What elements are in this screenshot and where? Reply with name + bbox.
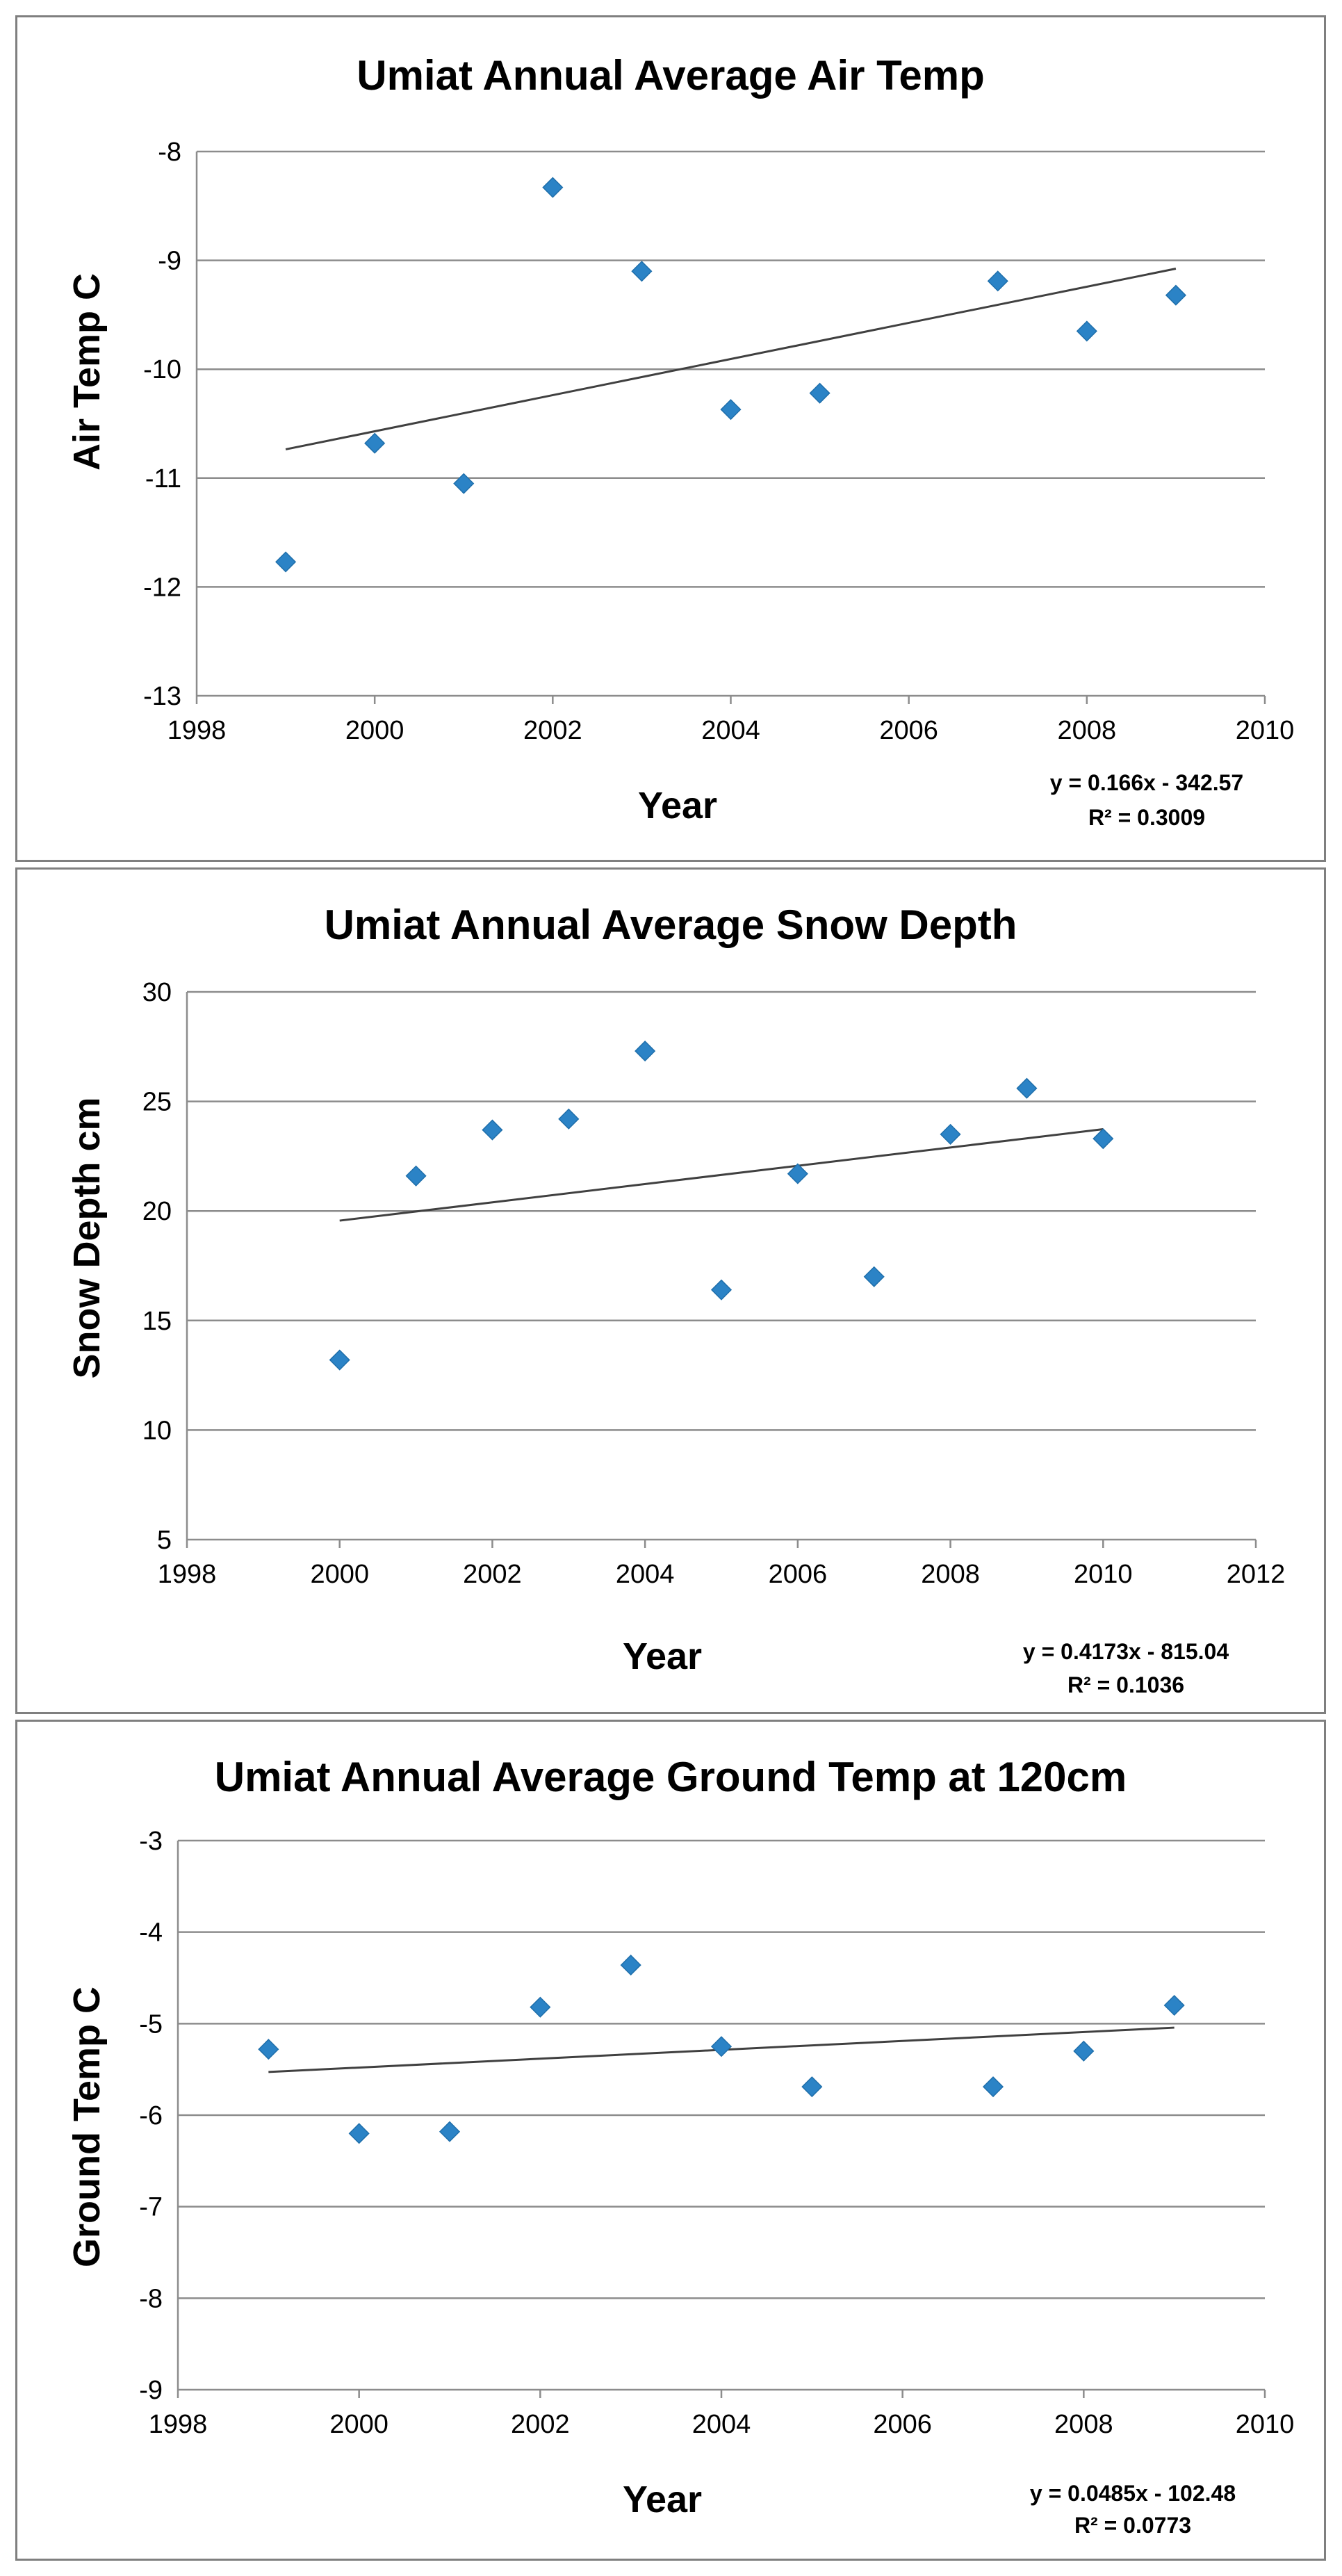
snow-depth-chart: Umiat Annual Average Snow Depth 30 25 20 15… <box>66 902 1286 1697</box>
y-tick-label: -9 <box>158 247 181 276</box>
data-point <box>1016 1077 1038 1099</box>
data-point <box>863 1266 885 1287</box>
data-point <box>348 2123 370 2144</box>
x-axis-label: Year <box>623 1636 702 1677</box>
data-point <box>530 1996 551 2018</box>
data-point <box>364 432 386 454</box>
x-tick-label: 2004 <box>692 2410 751 2439</box>
r-squared-label: R² = 0.3009 <box>1088 805 1205 830</box>
data-point <box>275 551 297 573</box>
y-tick-label: -12 <box>143 573 181 602</box>
trendline-equation: y = 0.4173x - 815.04 <box>1023 1639 1229 1664</box>
y-tick-label: -4 <box>139 1918 163 1948</box>
x-tick-label: 2004 <box>701 716 760 745</box>
data-point <box>809 382 830 404</box>
y-tick-label: -13 <box>143 682 181 711</box>
data-point <box>720 399 742 421</box>
data-point <box>710 1279 733 1301</box>
chart-title: Umiat Annual Average Ground Temp at 120c… <box>215 1754 1127 1800</box>
data-point <box>1163 1994 1185 2016</box>
data-point <box>482 1119 503 1141</box>
x-tick-label: 2012 <box>1227 1560 1286 1589</box>
y-tick-label: -8 <box>139 2284 163 2313</box>
y-tick-label: -5 <box>139 2010 163 2039</box>
data-point <box>620 1955 641 1976</box>
r-squared-label: R² = 0.0773 <box>1074 2513 1191 2538</box>
data-point <box>542 177 564 198</box>
y-tick-label: -6 <box>139 2101 163 2130</box>
data-point <box>405 1165 427 1187</box>
x-tick-label: 2008 <box>921 1560 980 1589</box>
data-point <box>982 2076 1004 2098</box>
x-tick-label: 2002 <box>523 716 582 745</box>
x-tick-label: 2010 <box>1236 2410 1295 2439</box>
data-point <box>635 1041 656 1062</box>
x-tick-label: 1998 <box>158 1560 217 1589</box>
data-point <box>329 1349 350 1371</box>
y-tick-label: -3 <box>139 1827 163 1856</box>
x-tick-label: 2008 <box>1054 2410 1113 2439</box>
data-point <box>558 1108 580 1130</box>
x-axis-label: Year <box>623 2479 702 2520</box>
y-tick-label: 30 <box>142 978 172 1007</box>
snow-depth-chart-panel: Umiat Annual Average Snow Depth 30 25 20 15… <box>15 867 1326 1714</box>
air-temp-chart-panel: Umiat Annual Average Air Temp -8 -9 -10 -11… <box>15 15 1326 862</box>
x-tick-label: 2000 <box>329 2410 388 2439</box>
y-tick-label: 10 <box>142 1416 172 1445</box>
data-point <box>940 1123 961 1145</box>
x-tick-label: 2000 <box>345 716 404 745</box>
y-tick-label: -10 <box>143 355 181 384</box>
x-tick-label: 1998 <box>149 2410 208 2439</box>
trendline-equation: y = 0.166x - 342.57 <box>1050 770 1243 795</box>
data-point <box>1073 2040 1095 2062</box>
y-tick-label: -9 <box>139 2376 163 2405</box>
y-axis-label: Snow Depth cm <box>66 1097 108 1378</box>
y-tick-label: 20 <box>142 1197 172 1226</box>
x-tick-label: 2002 <box>511 2410 570 2439</box>
x-axis-label: Year <box>638 785 717 826</box>
x-tick-label: 1998 <box>167 716 227 745</box>
x-tick-label: 2006 <box>769 1560 828 1589</box>
trendline <box>339 1128 1104 1222</box>
trendline-equation: y = 0.0485x - 102.48 <box>1030 2481 1236 2506</box>
y-tick-label: 5 <box>157 1526 172 1555</box>
y-axis-label: Ground Temp C <box>66 1987 108 2267</box>
y-tick-label: 25 <box>142 1088 172 1117</box>
x-tick-label: 2002 <box>463 1560 522 1589</box>
data-point <box>1093 1128 1114 1150</box>
ground-temp-chart-panel: Umiat Annual Average Ground Temp at 120c… <box>15 1720 1326 2561</box>
r-squared-label: R² = 0.1036 <box>1067 1672 1184 1697</box>
y-tick-label: 15 <box>142 1307 172 1336</box>
data-point <box>987 270 1008 292</box>
data-point <box>801 2076 823 2098</box>
x-tick-label: 2010 <box>1074 1560 1133 1589</box>
trendline <box>285 268 1177 450</box>
x-tick-label: 2006 <box>879 716 938 745</box>
x-tick-label: 2000 <box>310 1560 369 1589</box>
x-tick-label: 2006 <box>873 2410 932 2439</box>
data-point <box>1076 320 1097 342</box>
ground-temp-chart: Umiat Annual Average Ground Temp at 120c… <box>66 1754 1295 2538</box>
data-point <box>631 261 653 282</box>
chart-title: Umiat Annual Average Snow Depth <box>325 902 1017 948</box>
data-point <box>439 2121 461 2142</box>
x-tick-label: 2008 <box>1058 716 1117 745</box>
air-temp-chart: Umiat Annual Average Air Temp -8 -9 -10 -11… <box>66 52 1295 830</box>
y-tick-label: -11 <box>145 464 181 494</box>
x-tick-label: 2010 <box>1236 716 1295 745</box>
chart-title: Umiat Annual Average Air Temp <box>357 52 985 99</box>
data-point <box>787 1163 808 1184</box>
data-point <box>1165 284 1186 306</box>
y-tick-label: -7 <box>139 2193 163 2222</box>
y-tick-label: -8 <box>158 138 181 167</box>
x-tick-label: 2004 <box>616 1560 675 1589</box>
data-point <box>710 2036 733 2057</box>
data-point <box>258 2039 279 2060</box>
data-point <box>453 473 475 494</box>
y-axis-label: Air Temp C <box>66 273 108 471</box>
